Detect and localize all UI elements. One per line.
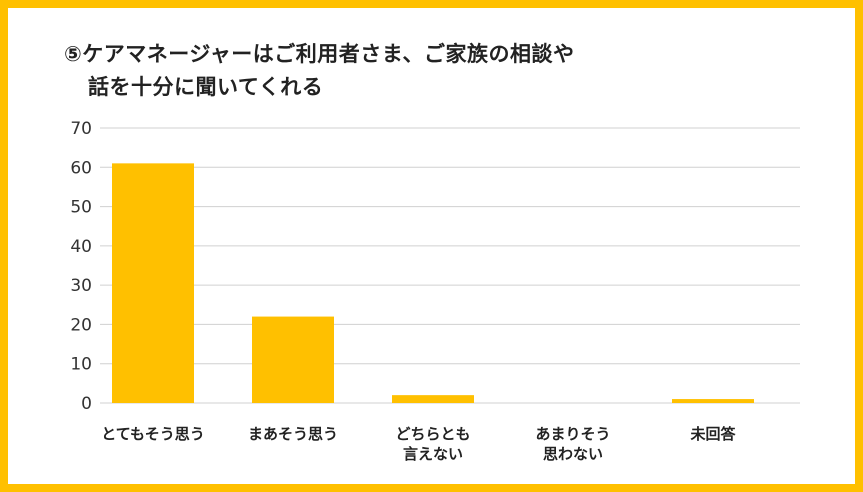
bars bbox=[112, 163, 754, 403]
y-tick-label: 20 bbox=[70, 315, 92, 335]
y-tick-label: 50 bbox=[70, 198, 92, 218]
x-category-label: とてもそう思う bbox=[101, 425, 205, 443]
x-category-label: 思わない bbox=[543, 445, 603, 463]
gridlines bbox=[100, 127, 800, 404]
chart-title: ⑤ケアマネージャーはご利用者さま、ご家族の相談や 話を十分に聞いてくれる bbox=[64, 38, 574, 104]
y-tick-label: 0 bbox=[81, 394, 92, 414]
bar-1 bbox=[112, 163, 194, 403]
y-tick-label: 70 bbox=[70, 119, 92, 139]
y-tick-label: 10 bbox=[70, 355, 92, 375]
x-category-label: 言えない bbox=[403, 445, 463, 463]
bar-5 bbox=[672, 399, 754, 403]
y-tick-label: 30 bbox=[70, 276, 92, 296]
x-category-label: あまりそう bbox=[535, 425, 610, 443]
y-tick-label: 40 bbox=[70, 237, 92, 257]
bar-3 bbox=[392, 395, 474, 403]
x-category-label: どちらとも bbox=[395, 425, 470, 443]
y-axis-ticks: 0 10 20 30 40 50 60 70 bbox=[70, 119, 92, 414]
bar-2 bbox=[252, 316, 334, 403]
chart-title-line-1: ⑤ケアマネージャーはご利用者さま、ご家族の相談や bbox=[64, 42, 575, 66]
chart-title-line-2: 話を十分に聞いてくれる bbox=[88, 75, 324, 99]
x-category-label: まあそう思う bbox=[248, 425, 338, 443]
y-tick-label: 60 bbox=[70, 158, 92, 178]
x-category-label: 未回答 bbox=[689, 425, 736, 443]
